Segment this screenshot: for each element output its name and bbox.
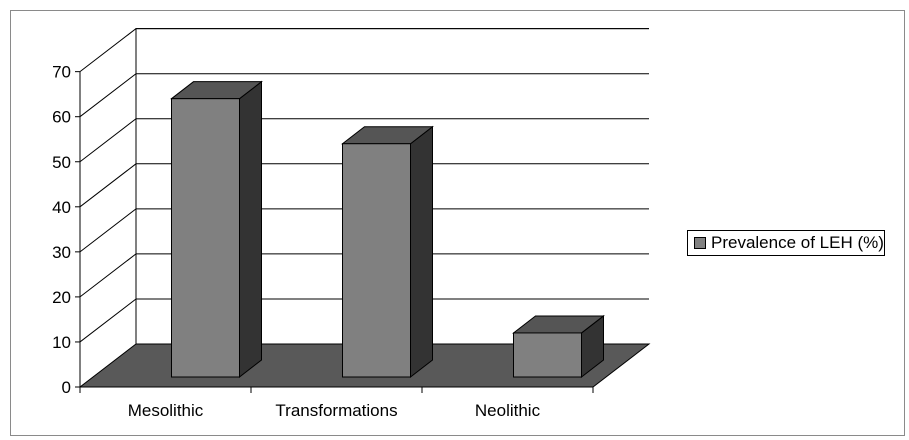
gridline [79,28,649,73]
bar-transformations [341,125,434,379]
gridline [79,298,649,343]
x-axis-categories: Mesolithic Transformations Neolithic [79,386,594,420]
bar-side [410,125,433,379]
y-tick-label: 30 [52,243,71,262]
legend-label: Prevalence of LEH (%) [711,233,884,252]
y-tick-label: 10 [52,333,71,352]
bar-side [239,80,262,379]
bar-front [513,332,582,378]
x-category-label: Transformations [275,401,397,420]
gridline [79,208,649,253]
y-tick-label: 60 [52,108,71,127]
y-tick-label: 0 [62,378,71,397]
x-category-label: Neolithic [475,401,541,420]
plot-walls [79,28,649,387]
gridline [79,163,649,208]
bar-neolithic [512,314,605,379]
bars [170,80,605,379]
y-tick-label: 40 [52,198,71,217]
gridline [79,73,649,118]
chart-frame [10,10,905,436]
bar-front [171,98,240,378]
y-tick-label: 20 [52,288,71,307]
y-tick-label: 70 [52,63,71,82]
gridline [79,253,649,298]
bar-mesolithic [170,80,263,379]
gridline [79,118,649,163]
x-category-label: Mesolithic [128,401,204,420]
y-tick-label: 50 [52,153,71,172]
y-axis-ticks: 0 10 20 30 40 50 60 70 [52,63,80,397]
legend: Prevalence of LEH (%) [687,230,885,256]
bar-front [342,143,411,378]
legend-swatch [694,237,706,249]
